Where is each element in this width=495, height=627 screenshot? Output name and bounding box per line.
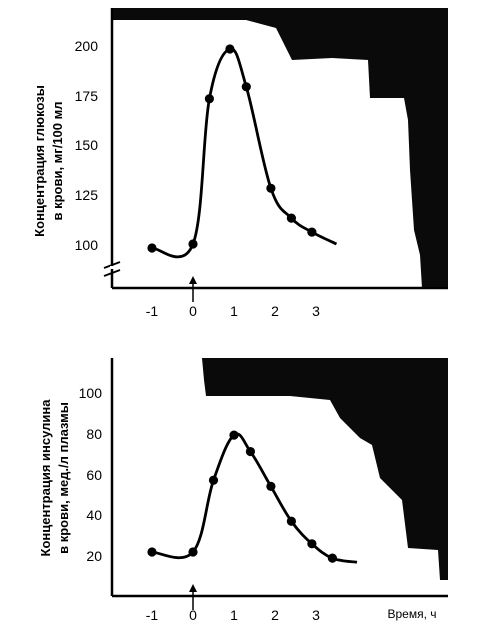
- glucose-ytick-label: 175: [75, 88, 99, 104]
- insulin-ytick-label: 80: [86, 426, 102, 442]
- insulin-injection-arrow-icon: [189, 584, 197, 610]
- glucose-injection-arrow-icon: [189, 276, 197, 302]
- glucose-ytick-label: 100: [75, 237, 99, 253]
- glucose-ylabel-line1: Концентрация глюкозы: [32, 85, 47, 237]
- insulin-data-point: [188, 547, 198, 557]
- glucose-series-line: [151, 47, 338, 259]
- glucose-xtick-label: 1: [230, 303, 238, 319]
- insulin-xtick-label: 1: [230, 607, 238, 623]
- insulin-data-point: [208, 475, 219, 485]
- insulin-chart: 100 80 60 40 20 Концентрация инсулина в …: [38, 358, 448, 623]
- insulin-xtick-label: 3: [312, 607, 320, 623]
- glucose-data-point: [147, 243, 157, 253]
- insulin-ytick-label: 60: [86, 467, 102, 483]
- insulin-data-point: [266, 481, 276, 491]
- glucose-ytick-label: 200: [75, 38, 99, 54]
- glucose-data-point: [266, 183, 276, 193]
- glucose-chart: 200 175 150 125 100 Концентрация глюкозы…: [32, 8, 448, 319]
- dark-background-patch: [202, 358, 448, 580]
- dark-background-patch: [112, 8, 448, 288]
- insulin-data-point: [327, 553, 337, 563]
- glucose-plot-area: [147, 44, 338, 259]
- insulin-xlabel: Время, ч: [387, 607, 436, 621]
- insulin-data-point: [245, 446, 255, 457]
- glucose-xtick-label: 2: [271, 303, 279, 319]
- insulin-plot-area: [147, 430, 358, 564]
- insulin-data-point: [286, 516, 296, 526]
- insulin-data-point: [147, 547, 157, 557]
- glucose-axis-break: [103, 261, 121, 277]
- glucose-data-point: [225, 44, 235, 54]
- insulin-ylabel-line1: Концентрация инсулина: [38, 399, 53, 557]
- insulin-ylabel-line2: в крови, мед./л плазмы: [56, 402, 71, 554]
- glucose-xtick-label: 0: [189, 303, 197, 319]
- insulin-xtick-label: 0: [189, 607, 197, 623]
- glucose-xtick-label: 3: [312, 303, 320, 319]
- glucose-data-point: [286, 213, 296, 223]
- glucose-data-point: [188, 239, 198, 249]
- insulin-data-point: [307, 539, 317, 549]
- insulin-series-line: [151, 432, 358, 564]
- glucose-xtick-label: -1: [146, 303, 159, 319]
- insulin-ytick-label: 20: [86, 548, 102, 564]
- insulin-xtick-label: -1: [146, 607, 159, 623]
- glucose-data-point: [241, 82, 251, 92]
- insulin-data-point: [229, 430, 239, 440]
- glucose-ytick-label: 125: [75, 187, 99, 203]
- glucose-data-point: [204, 94, 214, 104]
- glucose-ytick-label: 150: [75, 137, 99, 153]
- insulin-ytick-label: 40: [86, 507, 102, 523]
- insulin-ytick-label: 100: [79, 385, 103, 401]
- glucose-ylabel-line2: в крови, мг/100 мл: [50, 101, 65, 220]
- glucose-data-point: [307, 227, 317, 237]
- insulin-xtick-label: 2: [271, 607, 279, 623]
